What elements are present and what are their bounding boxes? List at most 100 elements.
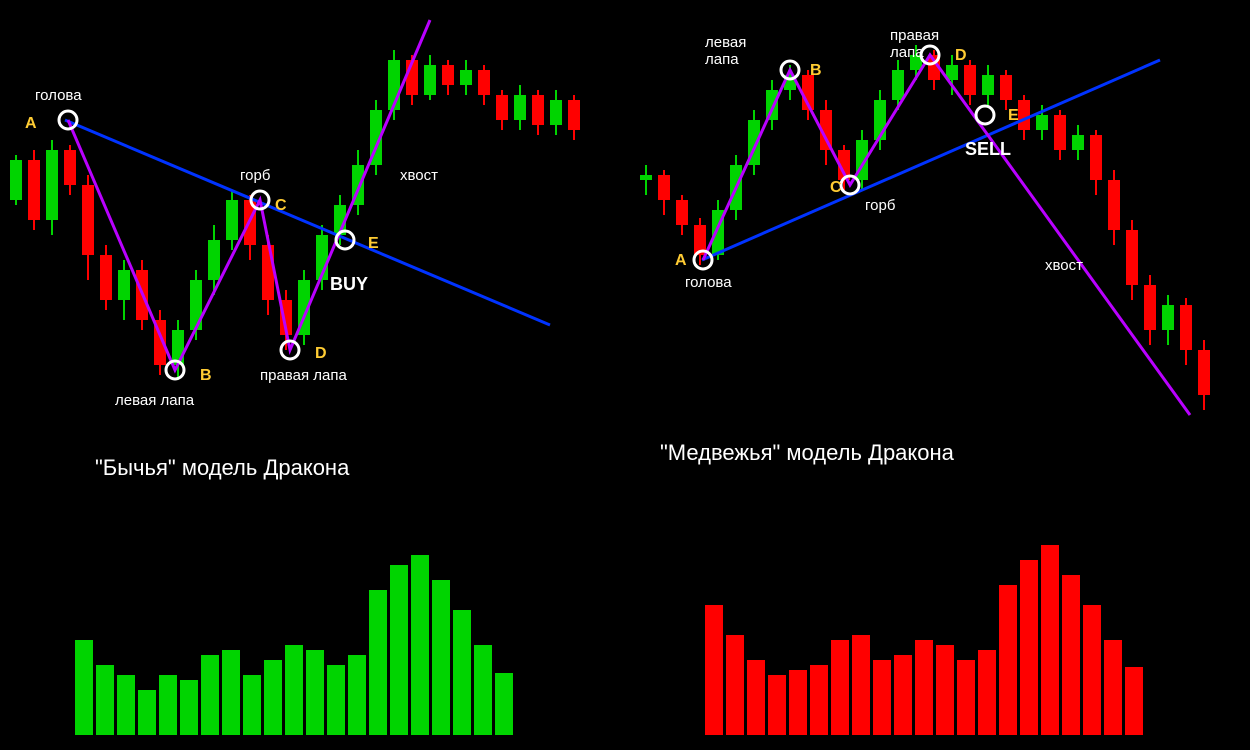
candle-body bbox=[1036, 115, 1048, 130]
candle-body bbox=[226, 200, 238, 240]
volume-bar bbox=[1083, 605, 1101, 735]
candle-body bbox=[208, 240, 220, 280]
volume-bar bbox=[1020, 560, 1038, 735]
volume-bar bbox=[159, 675, 177, 735]
volume-bar bbox=[726, 635, 744, 735]
dragon-pattern-chart: Aголова Bлевая лапа Cгорб Dправая лапа Eхвос… bbox=[0, 0, 1250, 750]
candle-body bbox=[460, 70, 472, 85]
volume-bar bbox=[831, 640, 849, 735]
candle-body bbox=[1162, 305, 1174, 330]
action-label: BUY bbox=[330, 274, 368, 294]
candle-body bbox=[442, 65, 454, 85]
point-label-D: D bbox=[955, 47, 967, 64]
candle-body bbox=[478, 70, 490, 95]
candle-body bbox=[118, 270, 130, 300]
volume-bar bbox=[222, 650, 240, 735]
candle-body bbox=[64, 150, 76, 185]
candle-body bbox=[1198, 350, 1210, 395]
volume-bar bbox=[1125, 667, 1143, 735]
volume-bar bbox=[264, 660, 282, 735]
volume-bar bbox=[117, 675, 135, 735]
volume-bar bbox=[747, 660, 765, 735]
volume-bar bbox=[915, 640, 933, 735]
volume-bar bbox=[180, 680, 198, 735]
candle-body bbox=[982, 75, 994, 95]
candle-body bbox=[28, 160, 40, 220]
candle-body bbox=[1126, 230, 1138, 285]
candle-body bbox=[532, 95, 544, 125]
candle-body bbox=[1054, 115, 1066, 150]
anatomy-label: левая лапа bbox=[115, 392, 195, 409]
volume-bar bbox=[327, 665, 345, 735]
point-label-A: A bbox=[25, 115, 37, 132]
candle-body bbox=[262, 245, 274, 300]
volume-bar bbox=[243, 675, 261, 735]
candle-body bbox=[550, 100, 562, 125]
volume-bar bbox=[936, 645, 954, 735]
volume-bar bbox=[768, 675, 786, 735]
point-label-E: E bbox=[1008, 107, 1019, 124]
volume-bar bbox=[705, 605, 723, 735]
candle-body bbox=[496, 95, 508, 120]
volume-bar bbox=[390, 565, 408, 735]
volume-bar bbox=[978, 650, 996, 735]
volume-bar bbox=[810, 665, 828, 735]
candle-body bbox=[100, 255, 112, 300]
anatomy-label: горб bbox=[865, 197, 895, 214]
volume-bar bbox=[1041, 545, 1059, 735]
candle-body bbox=[10, 160, 22, 200]
candle-body bbox=[46, 150, 58, 220]
volume-bar bbox=[495, 673, 513, 735]
volume-bar bbox=[138, 690, 156, 735]
volume-bar bbox=[474, 645, 492, 735]
volume-bar bbox=[432, 580, 450, 735]
volume-bar bbox=[894, 655, 912, 735]
point-label-B: B bbox=[810, 62, 822, 79]
point-label-B: B bbox=[200, 367, 212, 384]
volume-bar bbox=[285, 645, 303, 735]
anatomy-label: правая лапа bbox=[260, 367, 347, 384]
volume-bar bbox=[369, 590, 387, 735]
volume-bar bbox=[1104, 640, 1122, 735]
left-title: "Бычья" модель Дракона bbox=[95, 455, 350, 480]
volume-bar bbox=[96, 665, 114, 735]
volume-bar bbox=[789, 670, 807, 735]
volume-bar bbox=[873, 660, 891, 735]
candle-body bbox=[1000, 75, 1012, 100]
volume-bar bbox=[411, 555, 429, 735]
volume-bar bbox=[453, 610, 471, 735]
volume-bar bbox=[1062, 575, 1080, 735]
anatomy-label: голова bbox=[35, 87, 82, 104]
volume-bar bbox=[957, 660, 975, 735]
anatomy-label: горб bbox=[240, 167, 270, 184]
point-label-C: C bbox=[275, 197, 287, 214]
tail-label: хвост bbox=[400, 167, 438, 184]
volume-bar bbox=[852, 635, 870, 735]
point-label-A: A bbox=[675, 252, 687, 269]
point-label-C: C bbox=[830, 179, 842, 196]
point-label-E: E bbox=[368, 235, 379, 252]
candle-body bbox=[1180, 305, 1192, 350]
candle-body bbox=[658, 175, 670, 200]
volume-bar bbox=[75, 640, 93, 735]
action-label: SELL bbox=[965, 139, 1011, 159]
candle-body bbox=[1018, 100, 1030, 130]
candle-body bbox=[676, 200, 688, 225]
candle-body bbox=[424, 65, 436, 95]
point-label-D: D bbox=[315, 345, 327, 362]
candle-body bbox=[1072, 135, 1084, 150]
tail-label: хвост bbox=[1045, 257, 1083, 274]
candle-body bbox=[82, 185, 94, 255]
volume-bar bbox=[999, 585, 1017, 735]
candle-body bbox=[1144, 285, 1156, 330]
volume-bar bbox=[306, 650, 324, 735]
candle-body bbox=[892, 70, 904, 100]
candle-body bbox=[640, 175, 652, 180]
right-title: "Медвежья" модель Дракона bbox=[660, 440, 955, 465]
candle-body bbox=[514, 95, 526, 120]
candle-body bbox=[568, 100, 580, 130]
volume-bar bbox=[201, 655, 219, 735]
candle-body bbox=[1090, 135, 1102, 180]
candle-body bbox=[1108, 180, 1120, 230]
anatomy-label: голова bbox=[685, 274, 732, 291]
